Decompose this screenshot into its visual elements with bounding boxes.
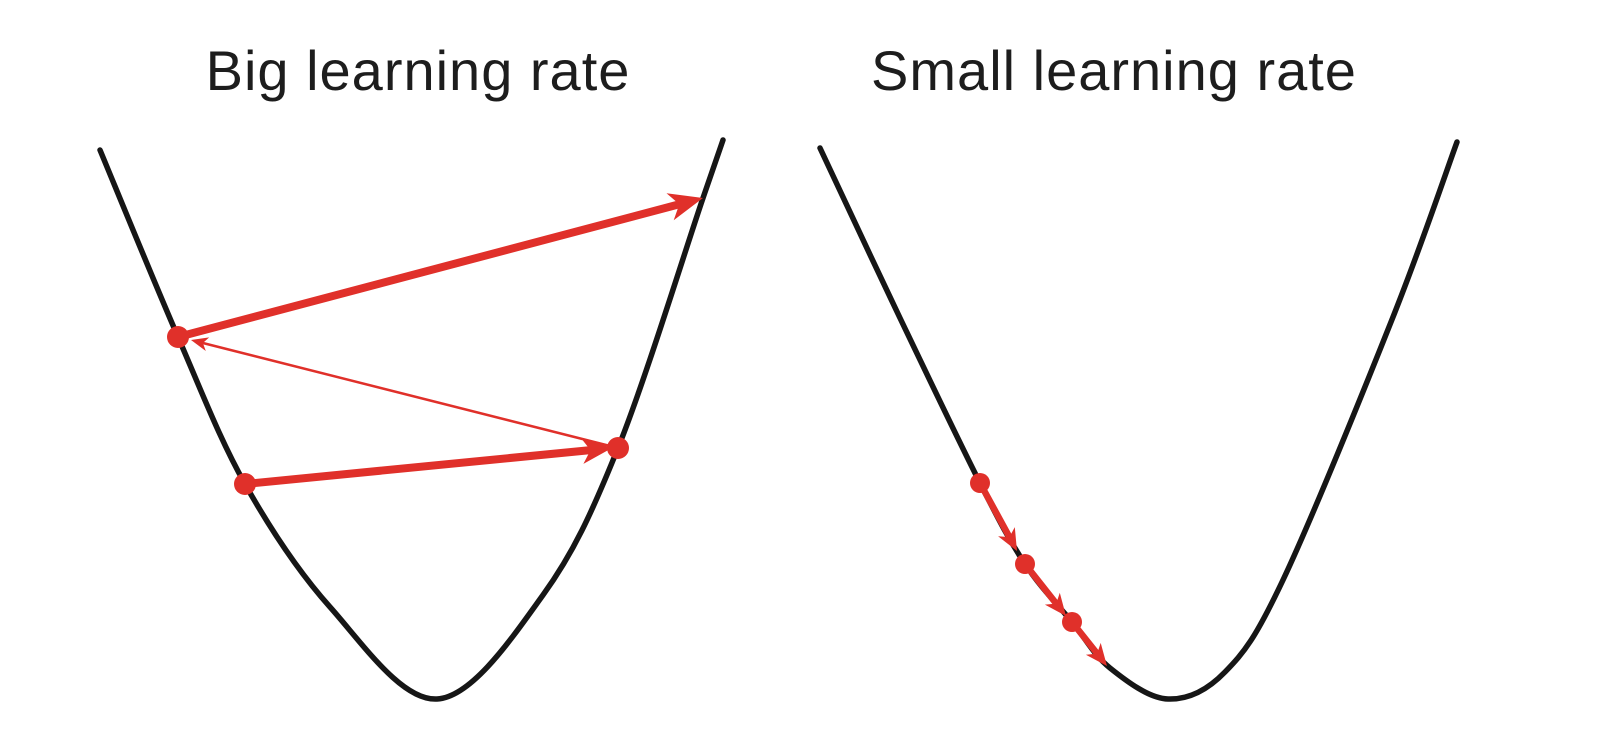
gradient-step-arrow-shaft [241, 446, 595, 488]
gradient-point [234, 473, 256, 495]
gradient-point [1062, 612, 1082, 632]
panel-small-learning-rate: Small learning rate [817, 39, 1460, 702]
gradient-step-arrowhead [666, 193, 703, 221]
gradient-step-arrowhead [1044, 592, 1066, 616]
gradient-point [970, 473, 990, 493]
loss-curve [97, 137, 726, 702]
loss-curve [817, 139, 1460, 702]
gradient-step-arrowhead [998, 527, 1017, 551]
gradient-steps [970, 473, 1107, 666]
gradient-step-arrowhead [191, 337, 210, 351]
gradient-point [607, 437, 629, 459]
gradient-step-arrowhead [580, 438, 612, 464]
panel-title-small-learning-rate: Small learning rate [871, 39, 1357, 102]
gradient-step-arrow-shaft [174, 200, 684, 341]
gradient-point [167, 326, 189, 348]
panel-big-learning-rate: Big learning rate [97, 39, 726, 702]
panel-title-big-learning-rate: Big learning rate [206, 39, 631, 102]
gradient-step-arrowhead [1085, 642, 1107, 666]
gradient-step-arrow-shaft [976, 479, 1013, 541]
gradient-step-arrow-shaft [201, 341, 620, 450]
gradient-steps [167, 193, 703, 495]
gradient-point [1015, 554, 1035, 574]
